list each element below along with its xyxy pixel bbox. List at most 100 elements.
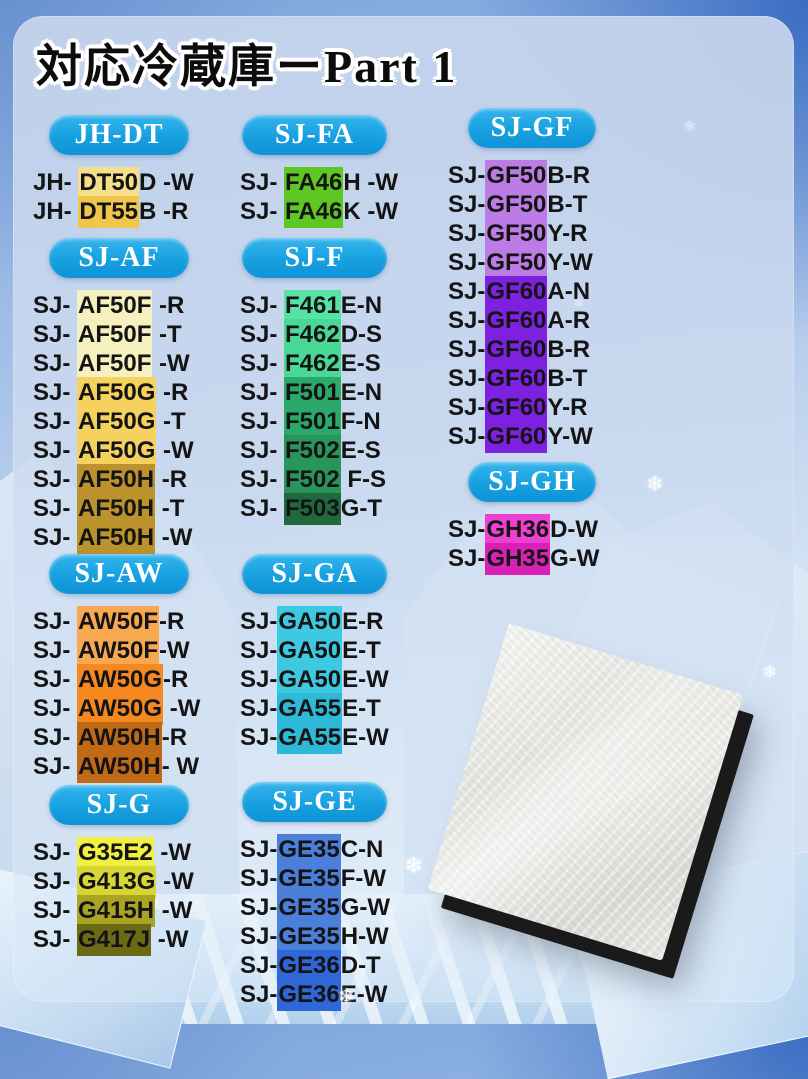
category-badge: SJ-G (49, 785, 189, 825)
model-suffix: -R (155, 466, 188, 493)
model-prefix: SJ- (240, 894, 278, 921)
model-code-highlight: GE35 (277, 834, 341, 866)
model-prefix: SJ- (240, 466, 285, 493)
model-code-highlight: GH36 (485, 514, 551, 546)
model-suffix: C-N (340, 836, 384, 863)
model-number: SJ- F462D-S (240, 319, 445, 351)
section-sj-aw: SJ-AW SJ- AW50F-R SJ- AW50F-W SJ- AW50G-R SJ… (33, 554, 238, 783)
model-code-highlight: AW50H (77, 722, 162, 754)
model-code-highlight: G35E2 (77, 837, 154, 869)
model-number: SJ- AW50G-R (33, 664, 238, 696)
model-suffix: D -W (139, 169, 194, 196)
category-badge: SJ-GF (468, 108, 596, 148)
model-suffix: D-T (340, 952, 381, 979)
section-sj-g: SJ-G SJ- G35E2 -W SJ- G413G -W SJ- G415H -W… (33, 785, 238, 956)
model-number: SJ-GA50E-R (240, 606, 445, 638)
model-suffix: G-T (340, 495, 383, 522)
model-code-highlight: F502 (284, 435, 341, 467)
model-prefix: SJ- (240, 865, 278, 892)
model-number: SJ- AF50F -R (33, 290, 238, 322)
model-suffix: K -W (343, 198, 399, 225)
model-suffix: G-W (340, 894, 391, 921)
model-prefix: SJ- (33, 408, 78, 435)
model-code-highlight: GE35 (277, 921, 341, 953)
model-prefix: SJ- (33, 839, 78, 866)
model-code-highlight: AF50G (77, 406, 157, 438)
model-number: SJ-GF50B-R (448, 160, 663, 192)
model-code-highlight: GF60 (485, 363, 548, 395)
model-code-highlight: FA46 (284, 167, 344, 199)
model-code-highlight: GE36 (277, 950, 341, 982)
model-code-highlight: G415H (77, 895, 156, 927)
model-prefix: SJ- (33, 292, 78, 319)
model-prefix: JH- (33, 169, 79, 196)
model-suffix: -T (152, 321, 182, 348)
model-code-highlight: AF50H (77, 522, 156, 554)
model-code-highlight: F501 (284, 377, 341, 409)
model-code-highlight: AW50H (77, 751, 162, 783)
model-number: SJ- AF50H -W (33, 522, 238, 554)
model-number: SJ-GF60Y-W (448, 421, 663, 453)
model-suffix: -W (153, 839, 192, 866)
model-column-1: JH-DT JH- DT50D -W JH- DT55B -R SJ-AF SJ- AF… (33, 0, 238, 1024)
model-prefix: SJ- (240, 408, 285, 435)
model-suffix: F-S (340, 466, 387, 493)
model-code-highlight: AW50G (77, 693, 164, 725)
model-code-highlight: F462 (284, 319, 341, 351)
model-code-highlight: G417J (77, 924, 152, 956)
model-prefix: SJ- (33, 379, 78, 406)
model-number: SJ-GE36D-T (240, 950, 445, 982)
model-code-highlight: FA46 (284, 196, 344, 228)
model-code-highlight: GF50 (485, 160, 548, 192)
section-sj-fa: SJ-FA SJ- FA46H -W SJ- FA46K -W (240, 115, 445, 228)
model-prefix: SJ- (33, 321, 78, 348)
model-prefix: SJ- (448, 545, 486, 572)
model-column-3: SJ-GF SJ-GF50B-R SJ-GF50B-T SJ-GF50Y-R SJ-GF… (448, 0, 663, 1024)
model-suffix: E-W (342, 724, 389, 751)
model-prefix: SJ- (33, 437, 78, 464)
model-code-highlight: GA55 (277, 693, 343, 725)
model-suffix: E-N (340, 292, 383, 319)
model-suffix: D-S (340, 321, 383, 348)
model-suffix: E-W (340, 981, 388, 1008)
model-number: SJ- G35E2 -W (33, 837, 238, 869)
model-suffix: -W (156, 437, 194, 464)
model-code-highlight: GF50 (485, 189, 548, 221)
category-badge: SJ-GE (242, 782, 387, 822)
model-suffix: -W (155, 897, 193, 924)
model-number: SJ- AW50F-W (33, 635, 238, 667)
model-suffix: -R (156, 379, 189, 406)
model-code-highlight: AF50F (77, 348, 153, 380)
model-suffix: Y-R (547, 220, 588, 247)
model-number: SJ- F462E-S (240, 348, 445, 380)
model-code-highlight: GE35 (277, 863, 341, 895)
model-number: SJ-GE36E-W (240, 979, 445, 1011)
model-prefix: SJ- (240, 495, 285, 522)
model-prefix: SJ- (448, 423, 486, 450)
model-code-highlight: GF50 (485, 218, 548, 250)
section-jh-dt: JH-DT JH- DT50D -W JH- DT55B -R (33, 115, 238, 228)
model-prefix: SJ- (448, 516, 486, 543)
model-prefix: SJ- (448, 278, 486, 305)
model-suffix: B -R (139, 198, 189, 225)
model-suffix: E-R (342, 608, 384, 635)
model-suffix: Y-R (547, 394, 588, 421)
model-suffix: H-W (340, 923, 389, 950)
section-sj-af: SJ-AF SJ- AF50F -R SJ- AF50F -T SJ- AF50F -… (33, 238, 238, 554)
model-number: SJ-GF50B-T (448, 189, 663, 221)
model-suffix: -R (152, 292, 185, 319)
model-prefix: SJ- (448, 162, 486, 189)
model-suffix: -T (155, 495, 185, 522)
model-suffix: F-N (340, 408, 381, 435)
model-code-highlight: AF50H (77, 464, 156, 496)
model-number: SJ- AF50F -W (33, 348, 238, 380)
model-prefix: SJ- (240, 437, 285, 464)
model-suffix: B-T (547, 191, 588, 218)
model-code-highlight: GE36 (277, 979, 341, 1011)
model-prefix: SJ- (33, 926, 78, 953)
model-number: SJ-GH35G-W (448, 543, 663, 575)
model-suffix: Y-W (547, 249, 593, 276)
model-suffix: E-T (342, 637, 381, 664)
model-number: SJ-GE35H-W (240, 921, 445, 953)
model-suffix: H -W (343, 169, 399, 196)
